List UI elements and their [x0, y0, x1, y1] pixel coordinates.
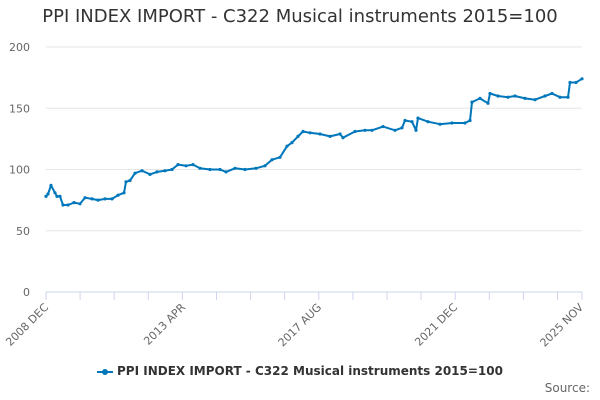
data-point[interactable]: [140, 169, 144, 173]
data-point[interactable]: [558, 95, 562, 99]
legend-line-marker-icon: [97, 368, 114, 375]
data-point[interactable]: [523, 96, 527, 100]
legend-item[interactable]: PPI INDEX IMPORT - C322 Musical instrume…: [0, 364, 600, 378]
data-series: [44, 77, 584, 207]
legend-label: PPI INDEX IMPORT - C322 Musical instrume…: [117, 364, 503, 378]
data-point[interactable]: [184, 164, 188, 168]
data-point[interactable]: [122, 191, 126, 195]
data-point[interactable]: [263, 164, 267, 168]
data-point[interactable]: [318, 132, 322, 136]
data-point[interactable]: [103, 197, 107, 201]
data-point[interactable]: [254, 166, 258, 170]
data-point[interactable]: [381, 125, 385, 129]
data-point[interactable]: [363, 128, 367, 132]
data-point[interactable]: [580, 77, 584, 81]
data-point[interactable]: [543, 94, 547, 98]
data-point[interactable]: [414, 128, 418, 132]
data-point[interactable]: [55, 194, 59, 198]
data-point[interactable]: [83, 196, 87, 200]
data-point[interactable]: [90, 197, 94, 201]
data-point[interactable]: [78, 202, 82, 206]
data-point[interactable]: [468, 118, 472, 123]
data-point[interactable]: [353, 129, 357, 134]
data-point[interactable]: [403, 118, 407, 123]
data-point[interactable]: [566, 95, 570, 99]
data-point[interactable]: [478, 96, 482, 100]
y-tick-label: 0: [23, 286, 30, 299]
data-point[interactable]: [170, 167, 174, 172]
data-point[interactable]: [506, 95, 510, 99]
data-point[interactable]: [450, 121, 454, 125]
data-point[interactable]: [218, 167, 222, 172]
data-point[interactable]: [370, 128, 374, 132]
data-point[interactable]: [72, 201, 76, 205]
data-point[interactable]: [296, 134, 300, 138]
data-point[interactable]: [338, 132, 342, 136]
data-point[interactable]: [426, 120, 430, 124]
data-point[interactable]: [550, 91, 554, 96]
data-point[interactable]: [328, 134, 332, 138]
y-tick-label: 100: [9, 164, 30, 177]
data-point[interactable]: [124, 180, 128, 184]
x-tick-label: 2013 APR: [141, 301, 188, 348]
x-tick-label: 2008 DEC: [3, 301, 51, 349]
y-axis-labels: 0 50 100 150 200: [9, 41, 30, 299]
data-point[interactable]: [470, 100, 474, 104]
data-point[interactable]: [574, 80, 578, 85]
y-tick-label: 150: [9, 102, 30, 115]
source-label: Source:: [544, 381, 590, 395]
data-point[interactable]: [416, 116, 420, 120]
data-point[interactable]: [410, 120, 414, 124]
data-point[interactable]: [301, 129, 305, 134]
data-point[interactable]: [155, 170, 159, 174]
data-point[interactable]: [163, 169, 167, 173]
data-point[interactable]: [270, 158, 274, 162]
y-tick-label: 50: [16, 225, 30, 238]
data-point[interactable]: [243, 167, 247, 172]
data-point[interactable]: [49, 183, 53, 187]
data-point[interactable]: [278, 155, 282, 159]
data-point[interactable]: [308, 131, 312, 135]
data-point[interactable]: [290, 141, 294, 145]
data-point[interactable]: [176, 163, 180, 167]
data-point[interactable]: [224, 170, 228, 174]
chart-title: PPI INDEX IMPORT - C322 Musical instrume…: [42, 6, 558, 27]
data-point[interactable]: [96, 198, 100, 202]
data-point[interactable]: [61, 203, 65, 207]
data-point[interactable]: [233, 166, 237, 170]
data-point[interactable]: [400, 126, 404, 130]
data-point[interactable]: [44, 194, 48, 198]
data-point[interactable]: [486, 101, 490, 105]
data-point[interactable]: [488, 91, 492, 96]
data-point[interactable]: [110, 197, 114, 201]
data-point[interactable]: [285, 144, 289, 148]
data-point[interactable]: [133, 171, 137, 175]
data-point[interactable]: [198, 166, 202, 170]
data-point[interactable]: [116, 193, 120, 197]
x-tick-label: 2017 AUG: [276, 301, 325, 350]
y-tick-label: 200: [9, 41, 30, 54]
data-point[interactable]: [148, 172, 152, 176]
series-line[interactable]: [45, 77, 583, 206]
data-point[interactable]: [58, 194, 62, 198]
data-point[interactable]: [568, 80, 572, 85]
data-point[interactable]: [496, 94, 500, 98]
data-point[interactable]: [53, 191, 57, 195]
data-point[interactable]: [66, 203, 70, 207]
data-point[interactable]: [341, 136, 345, 140]
data-point[interactable]: [128, 178, 132, 183]
gridlines: [46, 46, 582, 232]
x-axis: 2008 DEC 2013 APR 2017 AUG 2021 DEC 2025 NOV: [3, 291, 587, 350]
data-point[interactable]: [463, 121, 467, 125]
data-point[interactable]: [208, 167, 212, 172]
x-tick-label: 2021 DEC: [412, 301, 460, 349]
data-point[interactable]: [393, 128, 397, 132]
data-point[interactable]: [46, 192, 50, 196]
data-point[interactable]: [533, 98, 537, 102]
data-point[interactable]: [191, 163, 195, 167]
data-point[interactable]: [513, 94, 517, 98]
data-point[interactable]: [438, 122, 442, 126]
x-tick-label: 2025 NOV: [538, 301, 587, 350]
